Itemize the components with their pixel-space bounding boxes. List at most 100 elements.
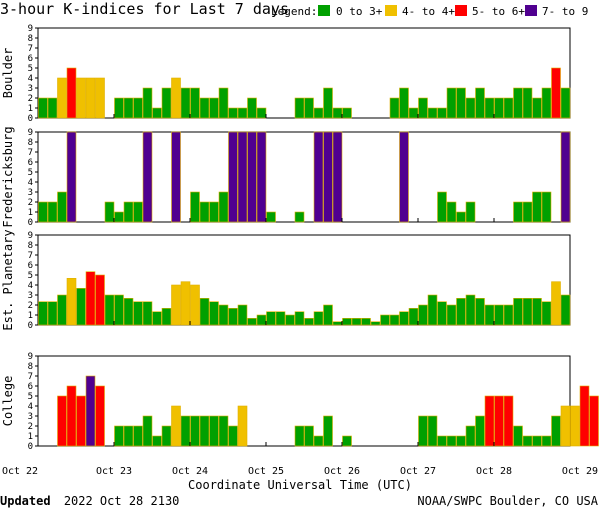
k-index-bar xyxy=(361,317,371,326)
k-index-bar xyxy=(513,425,523,447)
panel-label-est-planetary: Est. Planetary xyxy=(1,229,15,330)
k-index-bar xyxy=(104,201,115,223)
k-index-bar xyxy=(294,211,305,223)
footer-source: NOAA/SWPC Boulder, CO USA xyxy=(417,494,598,508)
k-index-bar xyxy=(95,385,105,447)
k-index-bar xyxy=(389,97,400,119)
k-index-bar xyxy=(266,211,276,223)
k-index-bar xyxy=(161,307,172,326)
k-index-bar xyxy=(76,395,86,447)
k-index-bar xyxy=(237,304,248,326)
y-tick-label: 3 xyxy=(28,291,33,301)
y-tick-label: 5 xyxy=(28,168,33,178)
k-index-bar xyxy=(133,201,143,223)
k-index-bar xyxy=(180,87,191,119)
k-index-bar xyxy=(180,281,191,326)
k-index-bar xyxy=(228,131,238,223)
k-index-bar xyxy=(437,107,447,119)
y-tick-label: 2 xyxy=(28,198,33,208)
footer-updated-label: Updated xyxy=(0,494,51,508)
y-tick-label: 6 xyxy=(28,261,33,271)
legend-label-yellow: 4- to 4+ xyxy=(402,5,455,18)
k-index-bar xyxy=(142,131,153,223)
k-index-bar xyxy=(551,67,561,119)
k-index-bar xyxy=(503,304,514,326)
k-index-bar xyxy=(513,297,523,326)
k-index-bar xyxy=(475,415,485,447)
k-index-bar xyxy=(522,297,533,326)
station-panels: 0123456789Boulder0123456789Fredericksbur… xyxy=(1,24,599,452)
y-tick-label: 2 xyxy=(28,422,33,432)
y-tick-label: 1 xyxy=(28,432,33,442)
k-index-bar xyxy=(456,297,466,326)
k-index-bar xyxy=(446,87,457,119)
k-index-bar xyxy=(484,395,495,447)
k-index-bar xyxy=(161,425,172,447)
k-index-bar xyxy=(332,107,343,119)
k-index-bar xyxy=(171,77,181,119)
k-index-bar xyxy=(95,77,105,119)
x-tick-label: Oct 25 xyxy=(248,466,284,477)
k-index-bar xyxy=(47,97,58,119)
k-index-bar xyxy=(494,304,504,326)
y-tick-label: 0 xyxy=(28,114,33,124)
k-index-bar xyxy=(66,67,77,119)
y-tick-label: 3 xyxy=(28,188,33,198)
k-index-bar xyxy=(304,317,314,326)
y-tick-label: 9 xyxy=(28,128,33,138)
k-index-bar xyxy=(180,415,191,447)
k-index-bar xyxy=(57,191,67,223)
k-index-bar xyxy=(503,395,514,447)
k-index-bar xyxy=(190,415,200,447)
y-tick-label: 0 xyxy=(28,218,33,228)
k-index-bar xyxy=(123,425,134,447)
k-index-bar xyxy=(256,314,267,326)
y-tick-label: 0 xyxy=(28,442,33,452)
k-index-bar xyxy=(446,201,457,223)
k-index-bar xyxy=(437,191,447,223)
k-index-bar xyxy=(560,294,571,326)
k-index-bar xyxy=(114,211,124,223)
k-index-bar xyxy=(446,304,457,326)
k-index-bar xyxy=(152,107,162,119)
y-tick-label: 4 xyxy=(28,281,33,291)
legend-swatch-purple xyxy=(525,5,537,16)
y-tick-label: 6 xyxy=(28,158,33,168)
k-index-bar xyxy=(47,201,58,223)
panel-frame xyxy=(37,131,571,223)
k-index-bar xyxy=(275,311,286,326)
k-index-bar xyxy=(541,435,552,447)
k-index-bar xyxy=(323,131,333,223)
k-index-bar xyxy=(199,97,210,119)
k-index-bar xyxy=(247,317,257,326)
k-index-bar xyxy=(218,415,229,447)
y-tick-label: 2 xyxy=(28,94,33,104)
y-tick-label: 7 xyxy=(28,251,33,261)
k-index-bar xyxy=(427,294,438,326)
k-index-bar xyxy=(418,415,428,447)
k-index-bar xyxy=(294,97,305,119)
k-index-bar xyxy=(342,435,352,447)
k-index-bar xyxy=(66,131,77,223)
k-index-bar xyxy=(503,97,514,119)
k-index-bar xyxy=(589,395,599,447)
y-tick-label: 3 xyxy=(28,412,33,422)
k-index-bar xyxy=(532,97,542,119)
footer-updated: Updated 2022 Oct 28 2130 xyxy=(0,494,179,508)
k-index-bar xyxy=(456,211,466,223)
k-index-bar xyxy=(332,131,343,223)
k-index-bar xyxy=(171,284,181,326)
k-index-bar xyxy=(114,97,124,119)
k-index-bar xyxy=(465,97,476,119)
k-index-bar xyxy=(437,301,447,326)
y-tick-label: 4 xyxy=(28,402,33,412)
k-index-bar xyxy=(199,201,210,223)
y-tick-label: 7 xyxy=(28,148,33,158)
k-index-bar xyxy=(209,201,219,223)
x-tick-label: Oct 28 xyxy=(476,466,512,477)
k-index-bar xyxy=(408,307,419,326)
k-index-bar xyxy=(323,415,333,447)
k-index-bar xyxy=(313,107,324,119)
legend-swatch-green xyxy=(318,5,330,16)
